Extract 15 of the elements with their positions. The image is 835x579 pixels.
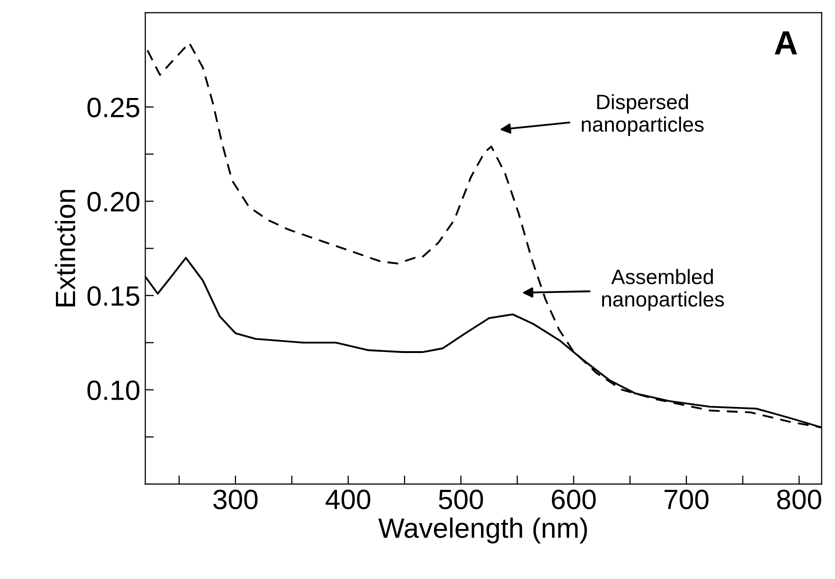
y-tick-label: 0.20 bbox=[87, 192, 140, 212]
annotation: Dispersed nanoparticles bbox=[582, 94, 704, 136]
x-tick-label: 700 bbox=[664, 490, 708, 510]
y-tick-label: 0.10 bbox=[87, 380, 140, 400]
y-tick-label: 0.15 bbox=[87, 286, 140, 306]
x-tick-label: 300 bbox=[213, 490, 258, 510]
x-tick-label: 500 bbox=[438, 490, 484, 510]
x-tick-label: 600 bbox=[552, 490, 596, 510]
annotation: Assembled nanoparticles bbox=[602, 268, 724, 311]
annotation: A bbox=[774, 31, 798, 54]
x-axis-title: Wavelength (nm) bbox=[378, 518, 587, 544]
y-axis-title: Extinction bbox=[54, 190, 76, 306]
x-tick-label: 800 bbox=[777, 490, 822, 510]
y-tick-label: 0.25 bbox=[87, 98, 140, 118]
x-tick-label: 400 bbox=[326, 490, 370, 510]
